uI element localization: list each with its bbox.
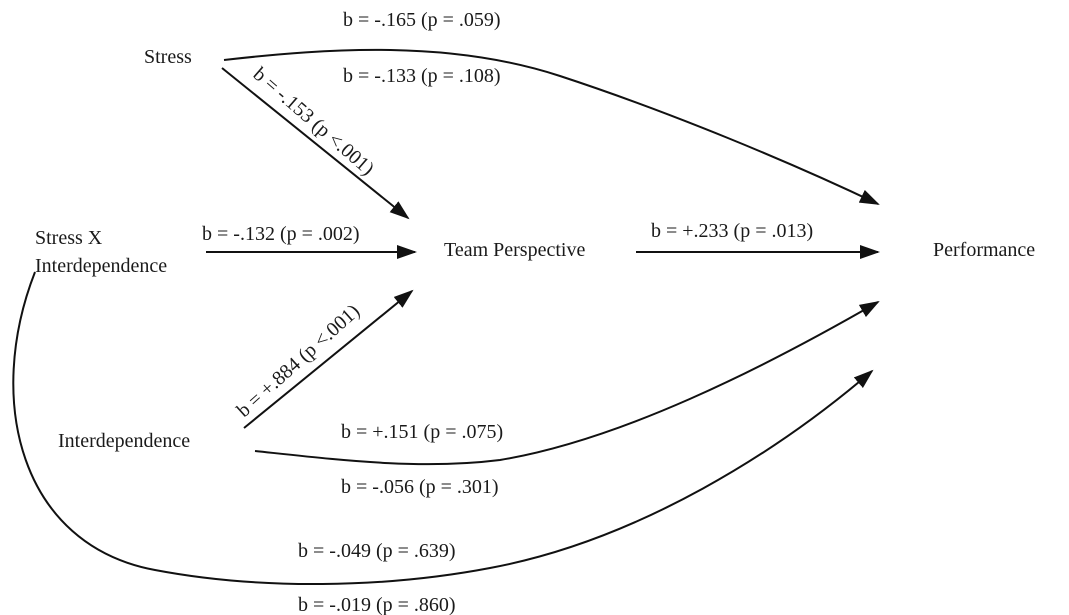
label-stress-x-interdependence-to-performance-direct: b = -.019 (p = .860) [298,594,456,615]
label-interdependence-to-performance-direct: b = -.056 (p = .301) [341,476,499,498]
label-stress-x-interdependence-to-team-perspective: b = -.132 (p = .002) [202,223,360,245]
stress-x-interdependence-to-performance-arrow [12,271,874,586]
node-performance: Performance [933,239,1035,261]
label-stress-to-performance-direct: b = -.133 (p = .108) [343,65,501,87]
node-team-perspective: Team Perspective [444,239,585,261]
node-interdependence: Interdependence [58,430,190,452]
label-team-perspective-to-performance: b = +.233 (p = .013) [651,220,813,242]
interdependence-to-performance-arrow [254,301,880,466]
label-interdependence-to-performance-total: b = +.151 (p = .075) [341,421,503,443]
interdependence-to-team-perspective-arrow [243,289,414,429]
node-stress-x-interdependence-line1: Stress X [35,227,103,249]
stress-to-team-perspective-arrow [221,67,410,220]
node-stress: Stress [144,46,192,68]
label-interdependence-to-team-perspective: b = +.884 (p <.001) [233,300,365,422]
label-stress-x-interdependence-to-performance-total: b = -.049 (p = .639) [298,540,456,562]
stress-to-performance-arrow [223,48,880,205]
node-stress-x-interdependence-line2: Interdependence [35,255,167,277]
label-stress-to-performance-total: b = -.165 (p = .059) [343,9,501,31]
